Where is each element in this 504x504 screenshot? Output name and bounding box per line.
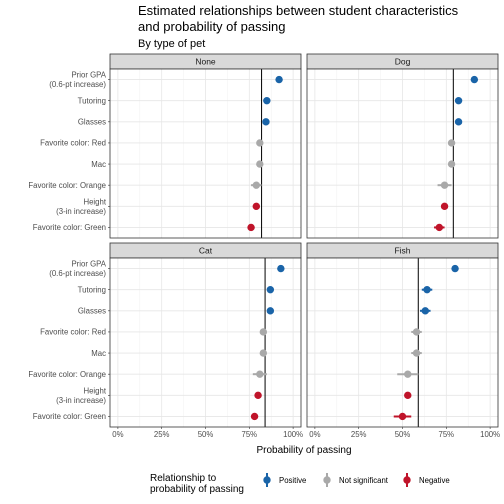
data-point [252,202,261,211]
legend-key-positive-icon [263,476,271,484]
chart-title-line-2: and probability of passing [138,19,285,34]
data-point [256,160,264,168]
data-point [447,139,456,147]
data-point [404,391,412,400]
x-tick-label: 0% [112,430,123,439]
data-point [440,202,449,211]
legend-title-line-2: probability of passing [150,484,244,495]
data-point [470,75,479,84]
facet-strip-label: Fish [394,246,410,256]
x-axis-title: Probability of passing [256,445,351,456]
y-tick-label: Favorite color: Orange [28,181,106,190]
data-point [447,160,456,168]
data-point [254,391,262,400]
data-point [252,181,261,189]
data-point [454,96,463,105]
panel-border [306,68,499,239]
y-tick-label: Mac [91,160,106,169]
data-point [435,223,443,232]
x-tick-label: 50% [395,430,411,439]
y-tick-label: Favorite color: Orange [28,370,106,379]
x-tick-label: 0% [309,430,320,439]
y-tick-label: Prior GPA (0.6-pt increase) [49,260,107,279]
data-point [277,264,285,273]
data-point [247,223,255,232]
x-tick-label: 25% [351,430,367,439]
facet-strip-label: Dog [395,57,411,67]
data-point [263,96,271,105]
y-tick-label: Prior GPA (0.6-pt increase) [49,71,107,90]
data-point [256,139,264,147]
facet-strip-label: Cat [199,246,213,256]
facet-dog: Dog [306,53,499,239]
data-point [440,181,449,189]
y-tick-label: Height (3-in increase) [56,386,107,405]
data-point [259,328,268,336]
data-point [275,75,283,84]
x-tick-label: 75% [242,430,258,439]
data-point [262,118,270,126]
x-tick-label: 75% [439,430,455,439]
data-point [266,307,275,315]
legend-item-label: Not significant [339,476,389,485]
facet-strip-label: None [195,57,216,67]
y-tick-label: Favorite color: Green [33,412,106,421]
data-point [412,349,421,357]
legend-item-label: Positive [279,476,306,485]
facet-cat: Cat Prior GPA (0.6-pt increase) Tutoring Gla… [28,242,303,439]
facet-panels: None Prior GPA (0.6-pt increase) Tutoring Gl… [28,53,500,439]
y-tick-label: Height (3-in increase) [56,197,107,216]
panel-border [109,68,302,239]
x-tick-label: 100% [480,430,500,439]
legend-title-line-1: Relationship to [150,473,217,484]
y-tick-label: Favorite color: Red [40,139,106,148]
chart-subtitle: By type of pet [138,38,205,50]
legend: Relationship to probability of passing P… [150,473,450,495]
data-point [412,328,421,336]
data-point [423,285,431,294]
data-point [451,264,459,273]
facet-none: None Prior GPA (0.6-pt increase) Tutoring Gl… [28,53,302,239]
y-tick-label: Mac [91,349,106,358]
data-point [256,370,264,378]
data-point [454,118,463,126]
y-tick-label: Tutoring [78,96,106,105]
data-point [250,412,259,421]
data-point [421,307,429,315]
y-tick-label: Glasses [78,307,106,316]
data-point [404,370,412,378]
y-tick-label: Favorite color: Green [33,223,106,232]
data-point [398,412,407,421]
legend-key-negative-icon [403,476,411,484]
y-tick-label: Tutoring [78,285,106,294]
facet-fish: Fish 0% 25% 50% 75% 100% [306,242,500,439]
data-point [266,285,275,294]
legend-item-label: Negative [419,476,450,485]
x-tick-label: 25% [154,430,170,439]
legend-key-not-significant-icon [323,476,331,484]
x-tick-label: 100% [283,430,303,439]
x-tick-label: 50% [198,430,214,439]
data-point [259,349,268,357]
y-tick-label: Glasses [78,118,106,127]
y-tick-label: Favorite color: Red [40,328,106,337]
chart-title-line-1: Estimated relationships between student … [138,3,459,18]
